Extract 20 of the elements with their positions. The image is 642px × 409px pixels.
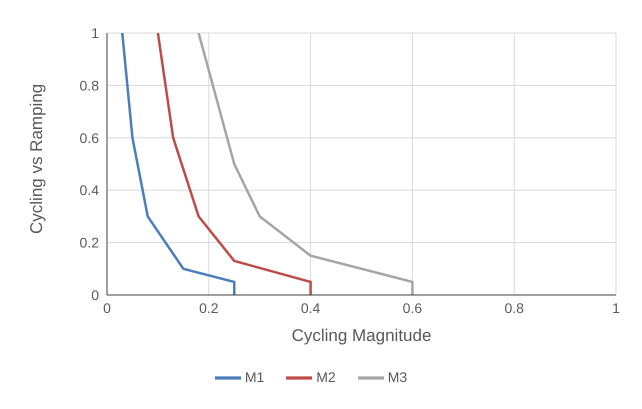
x-axis-title: Cycling Magnitude — [292, 326, 432, 346]
x-tick-label: 0.8 — [504, 300, 524, 316]
x-tick-label: 0.4 — [300, 300, 321, 316]
legend-label: M2 — [316, 368, 336, 385]
line-series — [197, 33, 414, 295]
y-axis-title: Cycling vs Ramping — [27, 84, 46, 234]
x-tick-label: 0.6 — [402, 300, 422, 316]
line-series — [121, 33, 236, 295]
x-tick-label: 1 — [612, 300, 620, 316]
y-tick-label: 0.6 — [80, 130, 100, 146]
y-tick-label: 0.4 — [80, 182, 100, 198]
legend-label: M3 — [388, 368, 408, 385]
x-tick-label: 0.2 — [199, 300, 219, 316]
y-tick-label: 1 — [91, 24, 100, 41]
line-series — [156, 33, 312, 295]
y-tick-label: 0.2 — [80, 234, 100, 251]
y-tick-label: 0 — [91, 286, 100, 303]
x-tick-label: 0 — [103, 300, 112, 316]
y-tick-label: 0.8 — [80, 77, 100, 94]
legend-label: M1 — [244, 368, 264, 385]
